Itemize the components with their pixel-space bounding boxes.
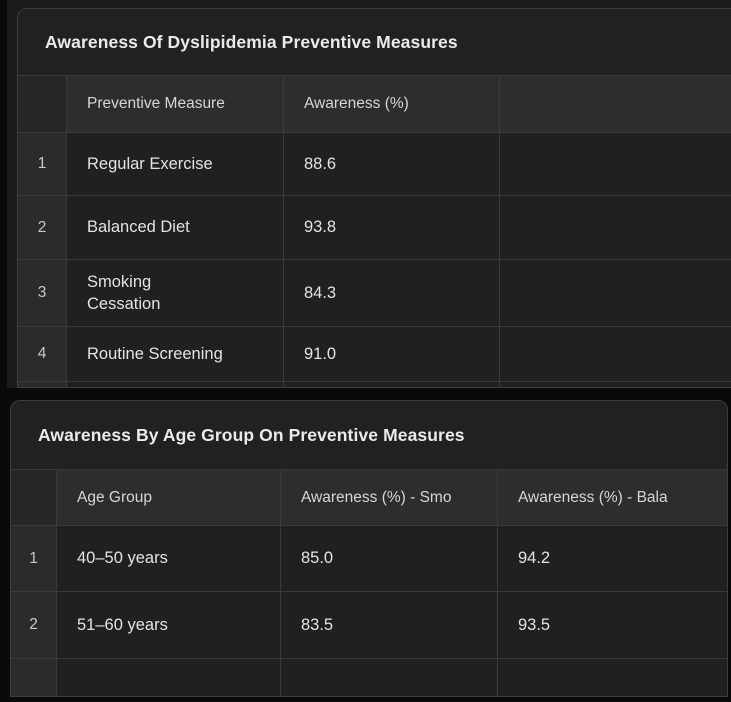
table1-row3-empty[interactable] — [500, 260, 731, 326]
dataframe-card-dyslipidemia: Awareness Of Dyslipidemia Preventive Mea… — [17, 8, 731, 388]
table1-row3-index[interactable]: 3 — [18, 260, 66, 326]
table1-row2-measure[interactable]: Balanced Diet — [67, 196, 283, 259]
table2-row3-balanced — [498, 659, 727, 696]
table1-header-preventive-measure[interactable]: Preventive Measure — [67, 76, 283, 132]
table1-row2-awareness[interactable]: 93.8 — [284, 196, 499, 259]
table2-header-age-group[interactable]: Age Group — [57, 470, 280, 525]
table1-row5-awareness — [284, 382, 499, 387]
table2-header-awareness-smoking[interactable]: Awareness (%) - Smo — [281, 470, 497, 525]
table1-row5-index — [18, 382, 66, 387]
table2-row2-index[interactable]: 2 — [11, 592, 56, 658]
table2-title: Awareness By Age Group On Preventive Mea… — [11, 401, 727, 469]
table2-row1-smoking[interactable]: 85.0 — [281, 526, 497, 591]
table1-row3-awareness[interactable]: 84.3 — [284, 260, 499, 326]
table1-row1-index[interactable]: 1 — [18, 133, 66, 195]
table1-row3-measure[interactable]: Smoking Cessation — [67, 260, 283, 326]
table2-row3-smoking — [281, 659, 497, 696]
table1-row5-measure — [67, 382, 283, 387]
table1-row1-empty[interactable] — [500, 133, 731, 195]
table2-row1-balanced[interactable]: 94.2 — [498, 526, 727, 591]
table2-row2-balanced[interactable]: 93.5 — [498, 592, 727, 658]
table1-grid: Preventive Measure Awareness (%) 1 Regul… — [18, 75, 731, 387]
table2-row3-index — [11, 659, 56, 696]
table1-header-awareness[interactable]: Awareness (%) — [284, 76, 499, 132]
table1-row4-empty[interactable] — [500, 327, 731, 381]
table1-row2-empty[interactable] — [500, 196, 731, 259]
table1-row1-awareness[interactable]: 88.6 — [284, 133, 499, 195]
table1-row5-empty — [500, 382, 731, 387]
table1-row2-index[interactable]: 2 — [18, 196, 66, 259]
dataframe-card-age-group: Awareness By Age Group On Preventive Mea… — [10, 400, 728, 697]
table2-row3-age-group — [57, 659, 280, 696]
table1-corner-header[interactable] — [18, 76, 66, 132]
table2-row1-index[interactable]: 1 — [11, 526, 56, 591]
table1-title: Awareness Of Dyslipidemia Preventive Mea… — [18, 9, 731, 75]
table2-row2-age-group[interactable]: 51–60 years — [57, 592, 280, 658]
table1-row4-awareness[interactable]: 91.0 — [284, 327, 499, 381]
table1-header-empty[interactable] — [500, 76, 731, 132]
table2-row2-smoking[interactable]: 83.5 — [281, 592, 497, 658]
table2-header-awareness-balanced[interactable]: Awareness (%) - Bala — [498, 470, 727, 525]
table1-row1-measure[interactable]: Regular Exercise — [67, 133, 283, 195]
table1-row4-index[interactable]: 4 — [18, 327, 66, 381]
table2-row1-age-group[interactable]: 40–50 years — [57, 526, 280, 591]
table1-row4-measure[interactable]: Routine Screening — [67, 327, 283, 381]
table2-grid: Age Group Awareness (%) - Smo Awareness … — [11, 469, 727, 696]
table2-corner-header[interactable] — [11, 470, 56, 525]
